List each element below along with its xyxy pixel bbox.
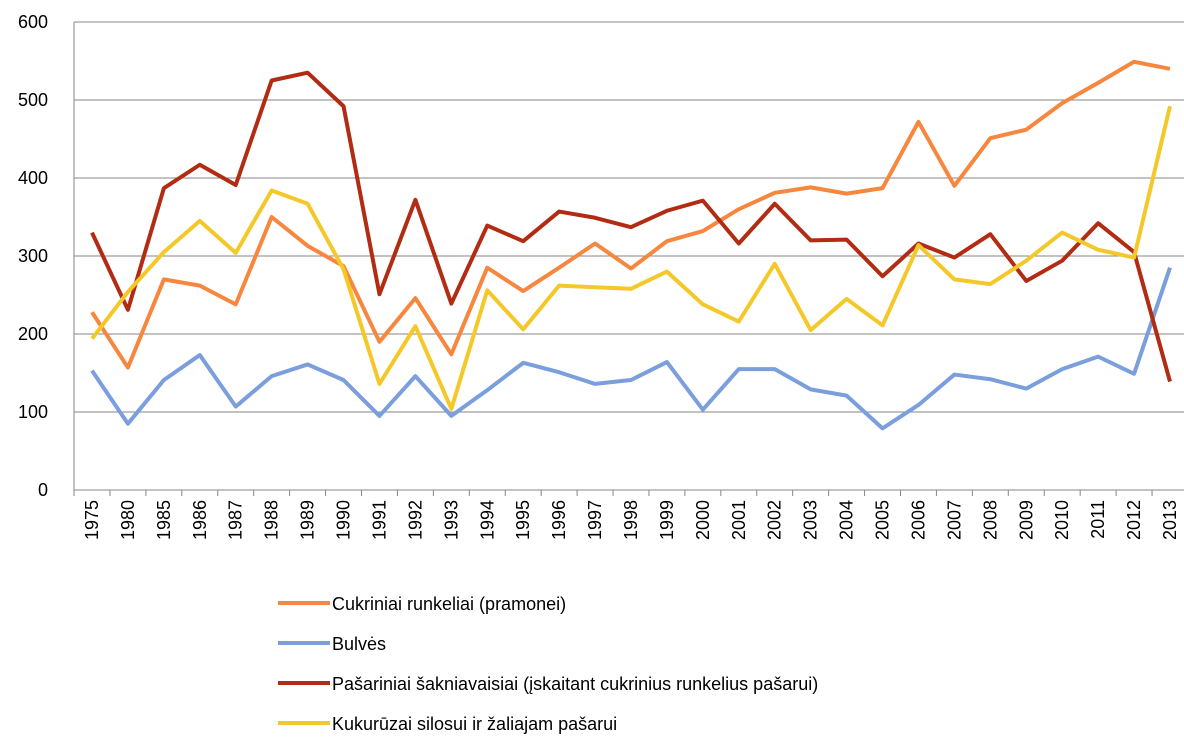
- x-tick-label: 1999: [657, 500, 677, 540]
- x-tick-label: 1996: [549, 500, 569, 540]
- legend-label: Kukurūzai silosui ir žaliajam pašarui: [332, 714, 617, 734]
- x-tick-label: 2005: [873, 500, 893, 540]
- y-tick-label: 0: [38, 480, 48, 500]
- x-tick-label: 1995: [513, 500, 533, 540]
- x-tick-label: 2009: [1016, 500, 1036, 540]
- y-tick-label: 500: [18, 90, 48, 110]
- x-tick-label: 1975: [82, 500, 102, 540]
- x-tick-label: 2013: [1160, 500, 1180, 540]
- legend-label: Cukriniai runkeliai (pramonei): [332, 594, 566, 614]
- x-tick-label: 2002: [765, 500, 785, 540]
- legend-label: Bulvės: [332, 634, 386, 654]
- x-tick-label: 1997: [585, 500, 605, 540]
- line: [90, 70, 1172, 383]
- y-tick-label: 200: [18, 324, 48, 344]
- x-tick-label: 1988: [262, 500, 282, 540]
- y-tick-label: 400: [18, 168, 48, 188]
- y-tick-label: 100: [18, 402, 48, 422]
- x-tick-label: 2011: [1088, 500, 1108, 539]
- x-tick-label: 2010: [1052, 500, 1072, 540]
- x-tick-label: 2007: [944, 500, 964, 540]
- x-tick-label: 2000: [693, 500, 713, 540]
- y-tick-label: 600: [18, 12, 48, 32]
- x-tick-label: 2004: [837, 500, 857, 540]
- x-tick-label: 2008: [980, 500, 1000, 540]
- x-tick-label: 2012: [1124, 500, 1144, 540]
- x-tick-label: 1980: [118, 500, 138, 540]
- legend-label: Pašariniai šakniavaisiai (įskaitant cukr…: [332, 674, 818, 694]
- x-tick-label: 1998: [621, 500, 641, 540]
- x-tick-label: 1990: [334, 500, 354, 540]
- line: [90, 59, 1171, 370]
- x-tick-label: 1991: [369, 500, 389, 540]
- y-tick-label: 300: [18, 246, 48, 266]
- x-tick-label: 1987: [226, 500, 246, 540]
- x-tick-label: 1994: [477, 500, 497, 540]
- x-tick-label: 1985: [154, 500, 174, 540]
- line: [90, 105, 1172, 411]
- x-tick-label: 2001: [729, 500, 749, 540]
- x-tick-label: 1989: [298, 500, 318, 540]
- x-tick-label: 2003: [801, 500, 821, 540]
- x-tick-label: 1993: [441, 500, 461, 540]
- x-tick-label: 1986: [190, 500, 210, 540]
- line: [90, 267, 1172, 431]
- x-tick-label: 1992: [405, 500, 425, 540]
- x-tick-label: 2006: [908, 500, 928, 540]
